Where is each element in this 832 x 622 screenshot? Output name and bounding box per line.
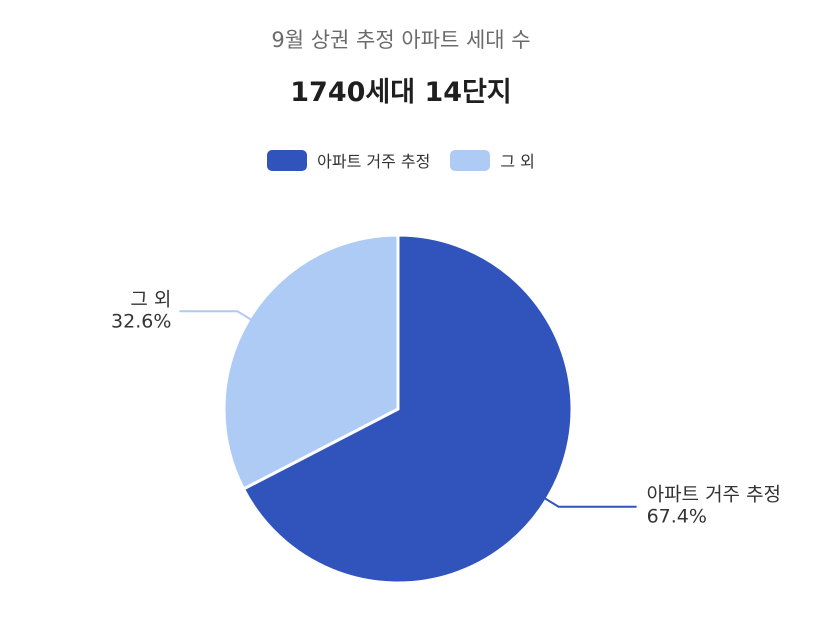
legend-label-apartment: 아파트 거주 추정: [317, 152, 431, 171]
leader-line-apartment: [527, 487, 637, 508]
legend-swatch-other: [450, 149, 491, 171]
legend-item-other[interactable]: 그 외: [450, 148, 535, 172]
data-label-name-other: 그 외: [130, 288, 171, 310]
legend-label-other: 그 외: [500, 152, 535, 171]
legend-swatch-apartment: [267, 149, 308, 171]
data-label-name-apartment: 아파트 거주 추정: [647, 484, 781, 506]
data-label-value-other: 32.6%: [111, 310, 171, 332]
chart-subtitle: 9월 상권 추정 아파트 세대 수: [271, 28, 531, 52]
leader-line-other: [179, 310, 269, 331]
chart-title: 1740세대 14단지: [290, 77, 512, 108]
data-label-value-apartment: 67.4%: [647, 506, 707, 528]
chart-legend: 아파트 거주 추정 그 외: [0, 148, 802, 172]
legend-item-apartment[interactable]: 아파트 거주 추정: [267, 148, 430, 172]
